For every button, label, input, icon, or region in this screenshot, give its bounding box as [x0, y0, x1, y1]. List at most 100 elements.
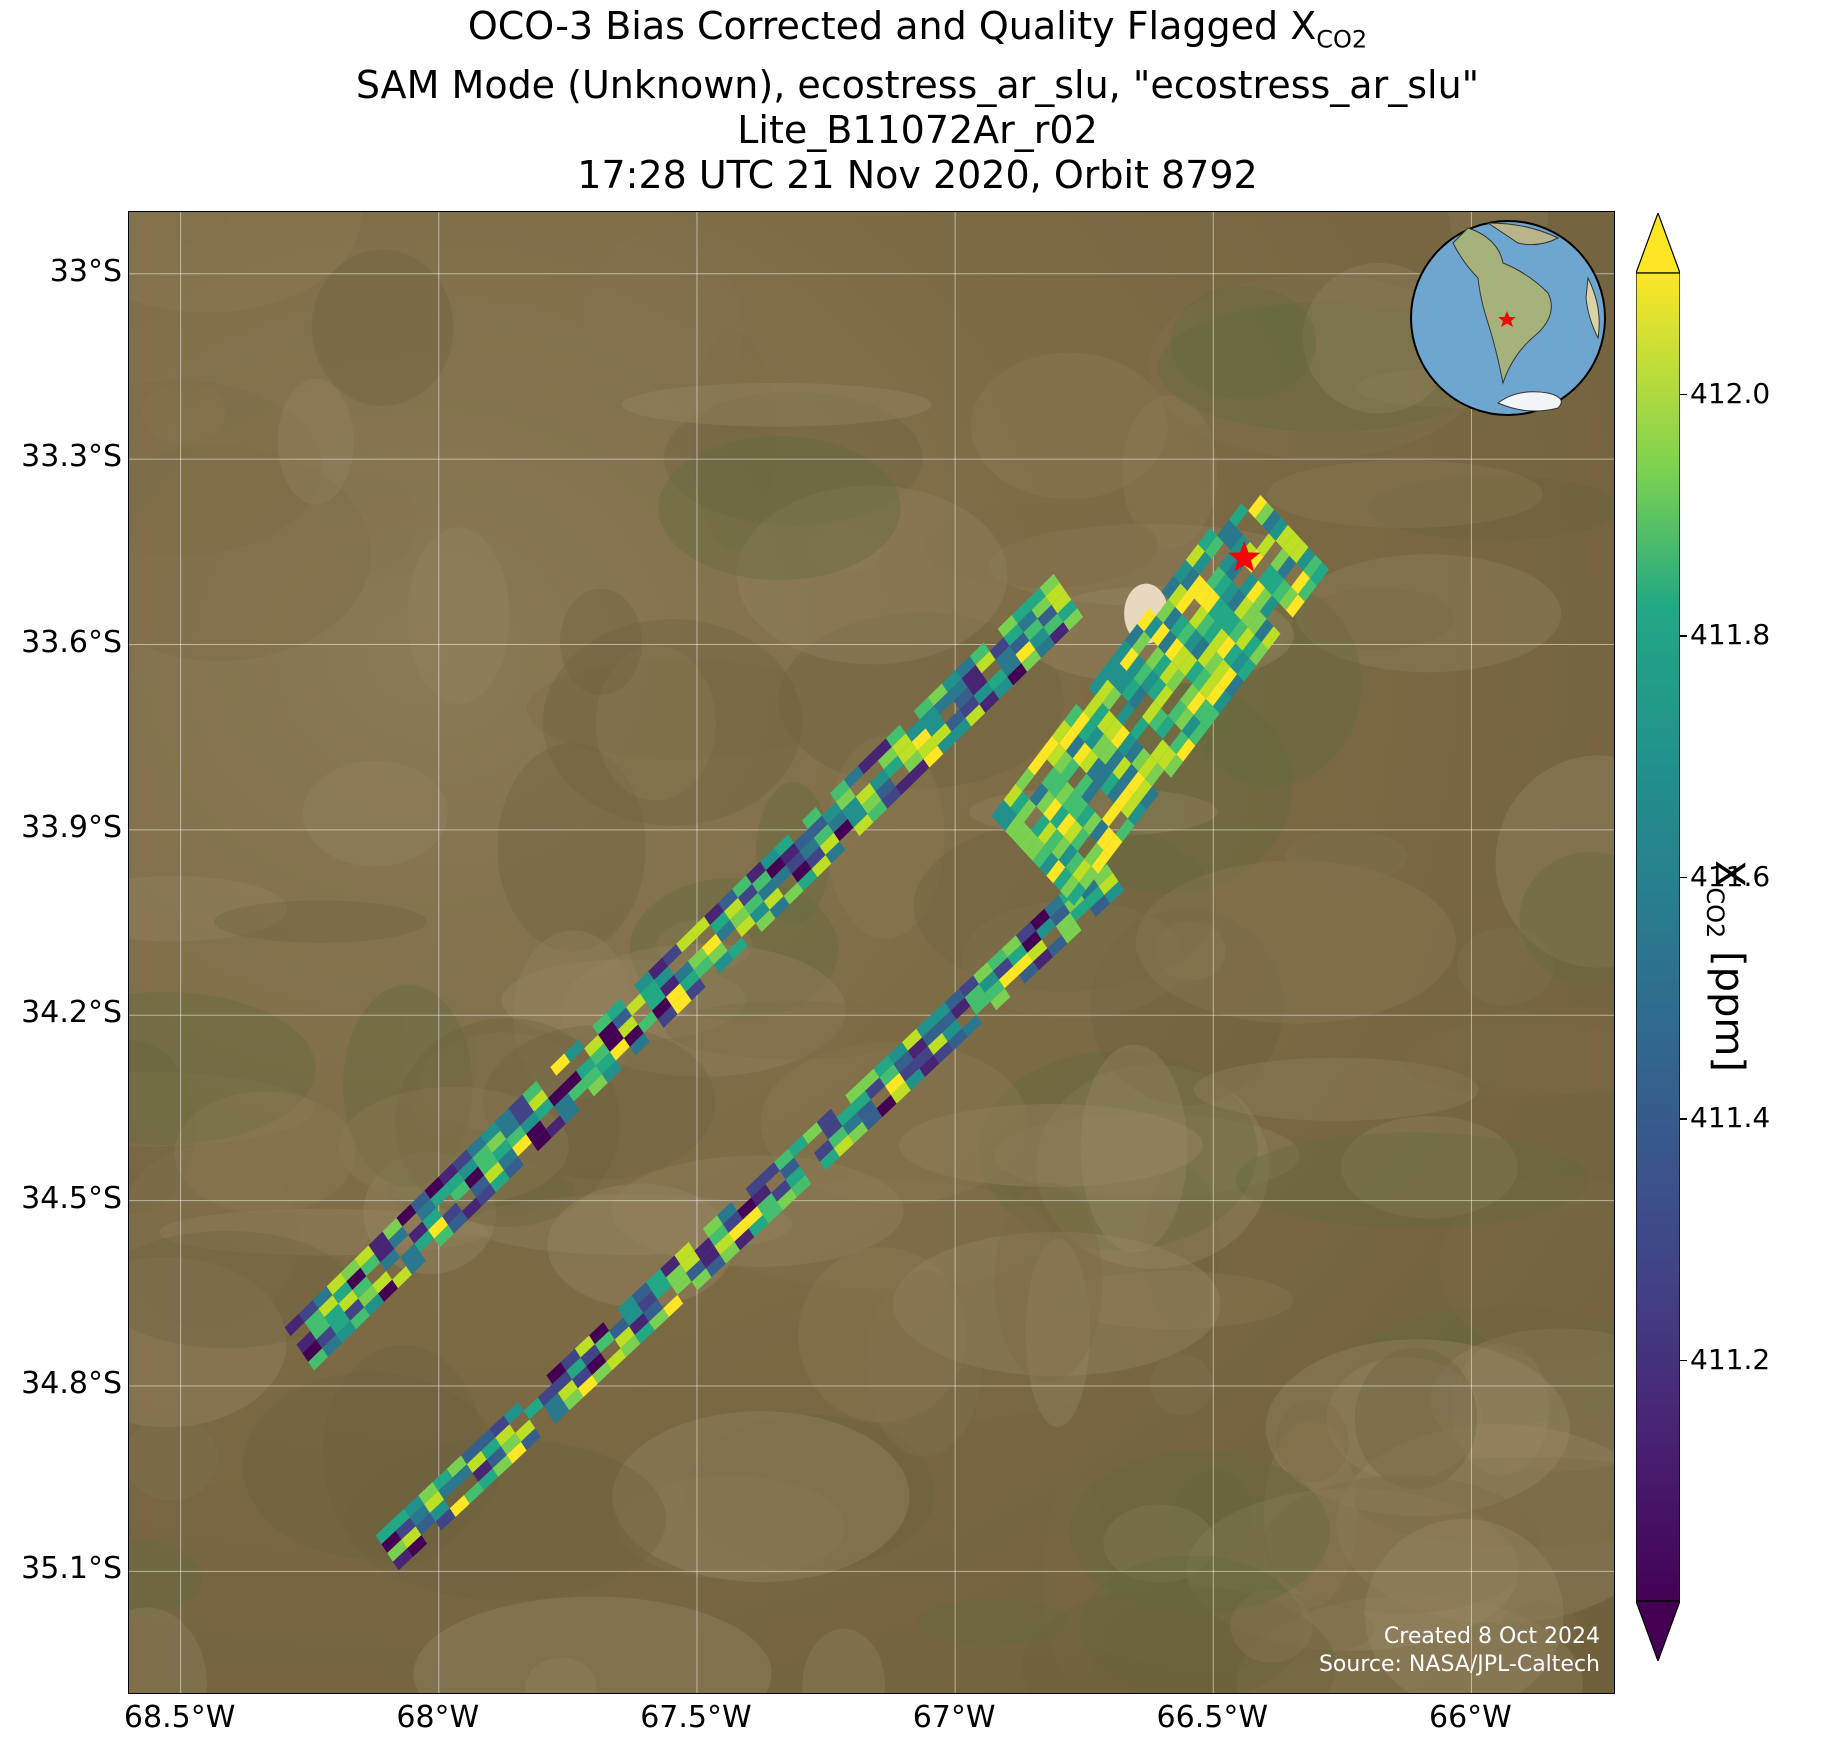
- sounding-cell: [1145, 762, 1165, 787]
- sounding-cell: [856, 1099, 877, 1122]
- terrain-patch: [1354, 1456, 1614, 1547]
- terrain-patch: [961, 900, 1185, 1019]
- sounding-cell: [919, 1054, 940, 1077]
- sounding-cell: [614, 1326, 635, 1349]
- terrain-patch: [1236, 1595, 1583, 1693]
- sounding-cell: [937, 731, 958, 754]
- sounding-cell: [1223, 526, 1243, 551]
- sounding-cell: [714, 1232, 735, 1255]
- sounding-cell: [595, 1051, 616, 1075]
- sounding-cell: [873, 1055, 894, 1078]
- terrain-patch: [1264, 1419, 1358, 1608]
- sounding-cell: [1216, 519, 1237, 543]
- sounding-cell: [1185, 543, 1205, 568]
- sounding-cell: [1088, 671, 1108, 696]
- map-panel[interactable]: Created 8 Oct 2024 Source: NASA/JPL-Calt…: [128, 211, 1615, 1694]
- sounding-cell: [791, 860, 812, 883]
- sounding-cell: [1030, 813, 1050, 838]
- sounding-cell: [1124, 740, 1144, 764]
- sounding-cell: [1168, 583, 1188, 607]
- sounding-cell: [959, 975, 979, 998]
- sounding-cell: [528, 1089, 549, 1112]
- sounding-cell: [1227, 588, 1247, 613]
- sounding-cell: [381, 1530, 402, 1553]
- sounding-cell: [1254, 618, 1274, 643]
- sounding-cell: [1218, 666, 1238, 691]
- sounding-cell: [1066, 882, 1086, 906]
- sounding-cell: [657, 1005, 678, 1028]
- sounding-cell: [1230, 650, 1250, 675]
- sounding-cell: [979, 690, 1000, 713]
- terrain-patch: [129, 1040, 197, 1214]
- sounding-cell: [869, 769, 890, 792]
- sounding-cell: [1200, 706, 1220, 730]
- terrain-patch: [1452, 1343, 1550, 1476]
- sounding-cell: [432, 1468, 453, 1491]
- sounding-cell: [1150, 739, 1170, 763]
- sounding-cell: [1141, 700, 1161, 725]
- sounding-cell: [1144, 615, 1164, 639]
- x-tick-label: 68°W: [396, 1700, 480, 1735]
- terrain-patch: [1265, 1339, 1570, 1517]
- sounding-cell: [646, 1268, 666, 1291]
- terrain-patch: [1326, 1357, 1482, 1480]
- sounding-cell: [358, 1284, 379, 1308]
- sounding-cell: [466, 1135, 487, 1158]
- sounding-cell: [444, 1171, 465, 1194]
- sounding-cell: [414, 1229, 435, 1253]
- sounding-cell: [1035, 635, 1056, 659]
- sounding-cell: [1221, 612, 1241, 636]
- colorbar-tick-mark: [1680, 1118, 1687, 1120]
- sounding-cell: [410, 1190, 431, 1213]
- sounding-cell: [1125, 623, 1145, 648]
- sounding-cell: [1095, 679, 1115, 703]
- sounding-cell: [1197, 527, 1217, 552]
- sounding-cell: [338, 1289, 359, 1313]
- sounding-cell: [899, 1059, 920, 1082]
- terrain-patch: [1302, 587, 1454, 650]
- terrain-patch: [1042, 1478, 1110, 1681]
- terrain-patch: [1053, 1270, 1294, 1330]
- sounding-cell: [1211, 659, 1231, 683]
- terrain-patch: [321, 471, 417, 572]
- sounding-cell: [759, 1161, 780, 1185]
- sounding-cell: [885, 724, 906, 747]
- terrain-patch: [1364, 1518, 1564, 1693]
- sounding-cell: [438, 1477, 459, 1500]
- sounding-cell: [1128, 685, 1148, 710]
- sounding-cell: [1252, 587, 1272, 612]
- colorbar-tick-label: 411.6: [1690, 859, 1771, 893]
- sounding-cell: [1117, 732, 1137, 757]
- sounding-cell: [1090, 894, 1110, 917]
- sounding-cell: [612, 1007, 633, 1030]
- sounding-cell: [691, 1268, 712, 1291]
- terrain-patch: [617, 1475, 845, 1580]
- sounding-cell: [774, 834, 794, 857]
- terrain-patch: [708, 1178, 1051, 1290]
- terrain-patch: [129, 212, 228, 250]
- sounding-cell: [774, 1148, 795, 1171]
- sounding-cell: [389, 1508, 410, 1531]
- sounding-cell: [1069, 796, 1089, 821]
- sounding-cell: [326, 1272, 347, 1295]
- sounding-cell: [829, 779, 850, 802]
- terrain-patch: [1022, 1585, 1336, 1693]
- colorbar-extend-top: [1636, 213, 1680, 274]
- sounding-cell: [1031, 596, 1052, 619]
- sounding-cell: [1033, 948, 1054, 971]
- sounding-cell: [1053, 750, 1073, 775]
- sounding-cell: [1183, 629, 1203, 653]
- colorbar-tick-mark: [1680, 1359, 1687, 1362]
- terrain-patch: [1025, 1238, 1090, 1427]
- sounding-cell: [512, 1134, 532, 1157]
- sounding-cell: [779, 842, 800, 866]
- terrain-patch: [692, 330, 776, 550]
- sounding-cell: [442, 1202, 463, 1225]
- sounding-cell: [993, 676, 1014, 700]
- sounding-cell: [779, 1157, 800, 1180]
- sounding-cell: [464, 1481, 484, 1504]
- sounding-cell: [1147, 677, 1167, 701]
- sounding-cell: [833, 818, 854, 842]
- sounding-cell: [995, 645, 1016, 669]
- sounding-cell: [1275, 524, 1295, 549]
